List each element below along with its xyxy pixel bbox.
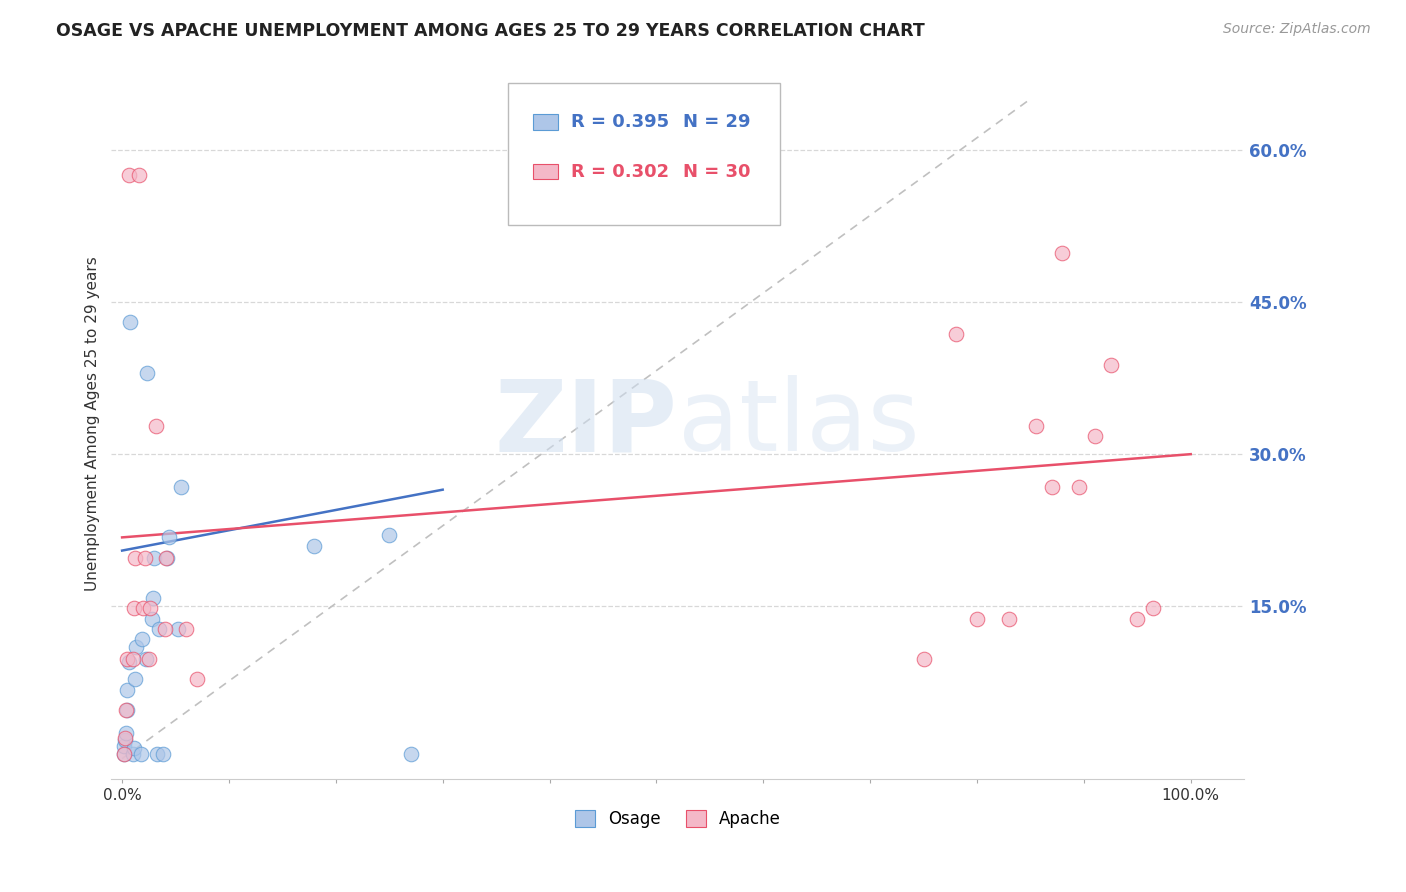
Point (1083, 429, 1105, 443)
Point (142, 591, 165, 606)
Point (166, 622, 188, 636)
Point (304, 539, 326, 553)
Text: ZIP: ZIP (495, 376, 678, 472)
Point (1067, 480, 1090, 494)
Point (1142, 601, 1164, 615)
Point (131, 632, 153, 646)
Point (128, 168, 150, 182)
Point (1099, 358, 1122, 372)
Point (148, 622, 170, 636)
Point (117, 655, 139, 669)
Point (1126, 611, 1149, 625)
Point (157, 530, 180, 544)
Point (135, 366, 157, 380)
Point (170, 480, 193, 494)
Point (912, 652, 935, 666)
Point (153, 622, 176, 636)
Legend: Osage, Apache: Osage, Apache (568, 803, 787, 835)
Y-axis label: Unemployment Among Ages 25 to 29 years: Unemployment Among Ages 25 to 29 years (86, 256, 100, 591)
Point (399, 747, 422, 761)
Point (134, 550, 156, 565)
Point (117, 682, 139, 697)
Point (114, 731, 136, 746)
Point (132, 601, 155, 615)
Point (112, 747, 135, 761)
Point (117, 168, 139, 182)
Point (118, 315, 141, 329)
Text: R = 0.395: R = 0.395 (571, 112, 669, 131)
Point (152, 747, 174, 761)
Point (122, 601, 145, 615)
Point (945, 327, 967, 342)
Point (1025, 418, 1047, 433)
Point (115, 703, 138, 717)
Point (145, 418, 167, 433)
Point (124, 550, 146, 565)
Point (114, 733, 136, 747)
Point (174, 622, 197, 636)
Text: N = 29: N = 29 (683, 112, 751, 131)
Point (121, 747, 143, 761)
Point (139, 601, 162, 615)
Text: Source: ZipAtlas.com: Source: ZipAtlas.com (1223, 22, 1371, 37)
FancyBboxPatch shape (533, 164, 558, 179)
Point (146, 747, 169, 761)
Point (378, 528, 401, 542)
Point (143, 550, 166, 565)
Point (998, 611, 1021, 625)
Point (122, 741, 145, 756)
Text: N = 30: N = 30 (683, 162, 751, 180)
Point (131, 747, 153, 761)
Text: atlas: atlas (678, 376, 920, 472)
Point (117, 652, 139, 666)
Point (966, 611, 988, 625)
Point (121, 652, 143, 666)
Point (135, 652, 157, 666)
Point (124, 673, 146, 687)
Point (186, 673, 208, 687)
Point (1052, 246, 1074, 260)
Text: R = 0.302: R = 0.302 (571, 162, 669, 180)
Point (1040, 480, 1063, 494)
FancyBboxPatch shape (533, 114, 558, 129)
Point (141, 611, 163, 625)
FancyBboxPatch shape (508, 83, 780, 225)
Point (138, 652, 160, 666)
Point (125, 640, 148, 654)
Point (156, 550, 179, 565)
Point (112, 739, 135, 754)
Point (155, 550, 177, 565)
Point (112, 747, 135, 761)
Point (117, 703, 139, 717)
Point (115, 726, 138, 740)
Text: OSAGE VS APACHE UNEMPLOYMENT AMONG AGES 25 TO 29 YEARS CORRELATION CHART: OSAGE VS APACHE UNEMPLOYMENT AMONG AGES … (56, 22, 925, 40)
